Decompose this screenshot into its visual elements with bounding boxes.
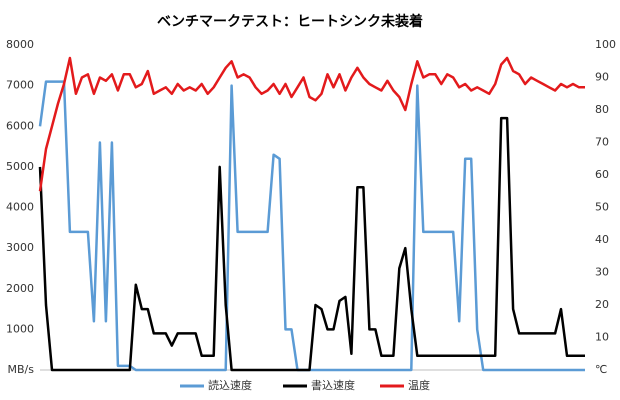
y-tick-label: 4000 (6, 201, 34, 214)
y2-tick-label: 20 (595, 298, 609, 311)
series-line (38, 116, 585, 372)
y-tick-label: 5000 (6, 160, 34, 173)
y-tick-label: MB/s (8, 363, 35, 376)
y2-tick-label: 40 (595, 233, 609, 246)
y-tick-label: 1000 (6, 322, 34, 335)
legend-label: 書込速度 (311, 378, 355, 392)
y2-tick-label: 70 (595, 136, 609, 149)
y-tick-label: 3000 (6, 241, 34, 254)
y-tick-label: 8000 (6, 38, 34, 51)
y2-tick-label: 30 (595, 266, 609, 279)
y2-tick-label: 50 (595, 201, 609, 214)
y2-tick-label: 100 (595, 38, 616, 51)
y2-tick-label: 80 (595, 103, 609, 116)
series-line (38, 56, 585, 192)
y2-tick-label: 60 (595, 168, 609, 181)
chart-title: ベンチマークテスト：ヒートシンク未装着 (157, 13, 423, 30)
y-tick-label: 6000 (6, 119, 34, 132)
legend-label: 温度 (408, 378, 430, 392)
y2-tick-label: 90 (595, 71, 609, 84)
y2-tick-label: ℃ (595, 363, 607, 376)
y2-tick-label: 10 (595, 331, 609, 344)
legend-label: 読込速度 (208, 378, 252, 392)
y-tick-label: 7000 (6, 79, 34, 92)
y-tick-label: 2000 (6, 282, 34, 295)
